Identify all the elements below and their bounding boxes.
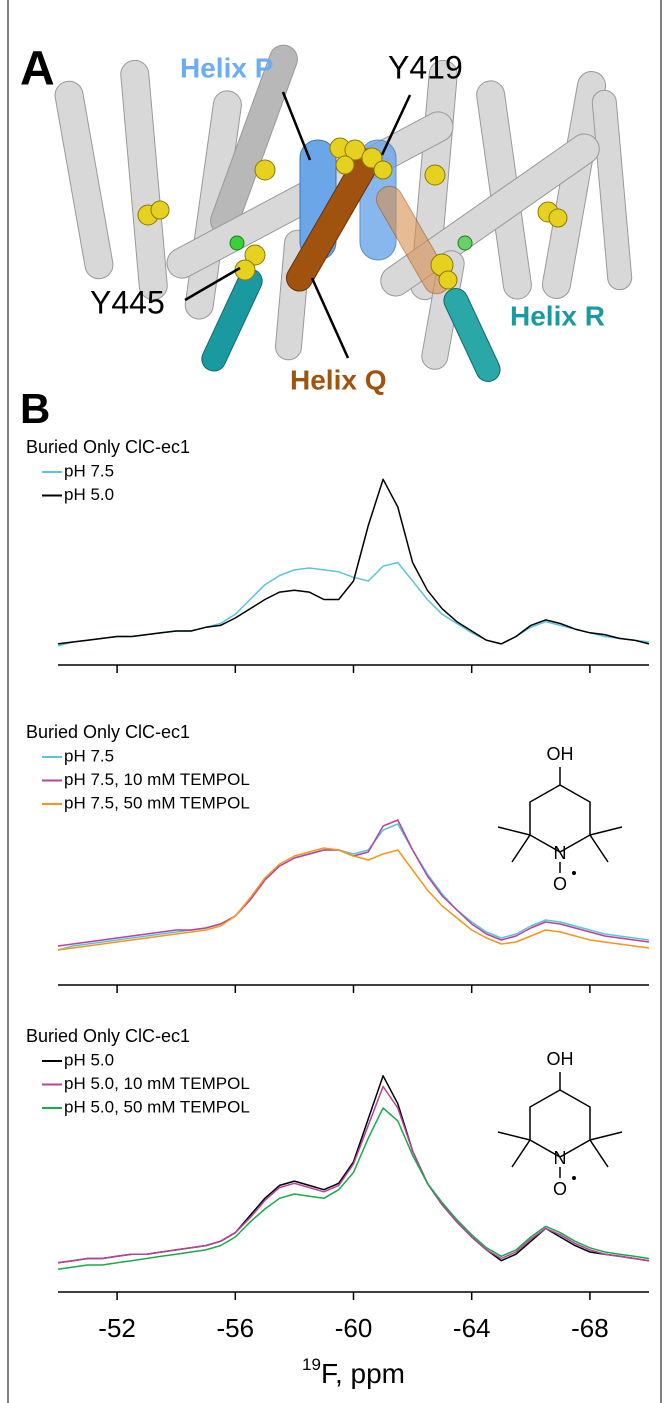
spectrum-line xyxy=(57,1107,650,1271)
legend-label: pH 5.0 xyxy=(64,485,114,504)
legend-label: pH 7.5, 50 mM TEMPOL xyxy=(64,793,250,812)
panel-label: A xyxy=(20,43,55,96)
legend-label: pH 5.0 xyxy=(64,1050,114,1069)
spectrum-line xyxy=(57,823,650,951)
atom-label: O xyxy=(553,874,567,894)
legend-label: pH 5.0, 10 mM TEMPOL xyxy=(64,1074,250,1093)
label: Y419 xyxy=(388,49,463,85)
protein-structure xyxy=(54,44,633,382)
chart-title: Buried Only ClC-ec1 xyxy=(26,722,190,742)
x-tick-label: -60 xyxy=(335,1313,373,1343)
tempol: OH N O xyxy=(497,744,623,894)
atom-label: OH xyxy=(547,744,574,764)
x-axis-label: 19F, ppm xyxy=(302,1355,405,1389)
arrows xyxy=(184,91,412,359)
atom-label: OH xyxy=(547,1049,574,1069)
label: Helix Q xyxy=(290,364,386,395)
legend-label: pH 5.0, 50 mM TEMPOL xyxy=(64,1097,250,1116)
x-tick-label: -64 xyxy=(453,1313,491,1343)
spectrum-line xyxy=(57,478,650,645)
chart-title: Buried Only ClC-ec1 xyxy=(26,1026,190,1046)
chart-title: Buried Only ClC-ec1 xyxy=(26,437,190,457)
x-tick-label: -68 xyxy=(571,1313,609,1343)
label: Helix P xyxy=(180,52,273,83)
label: Y445 xyxy=(90,284,165,320)
atom-label: N xyxy=(554,843,567,863)
panel-label: B xyxy=(20,385,50,432)
x-tick-label: -56 xyxy=(217,1313,255,1343)
legend-label: pH 7.5 xyxy=(64,746,114,765)
spectrum-line xyxy=(57,847,650,951)
spectrum-line xyxy=(57,1085,650,1264)
atom-label: N xyxy=(554,1148,567,1168)
x-tick-label: -52 xyxy=(98,1313,136,1343)
legend-label: pH 7.5 xyxy=(64,461,114,480)
legend-label: pH 7.5, 10 mM TEMPOL xyxy=(64,770,250,789)
label: Helix R xyxy=(510,300,605,331)
spectrum-line xyxy=(57,561,650,647)
tempol: OH N O xyxy=(497,1049,623,1199)
atom-label: O xyxy=(553,1179,567,1199)
x-axis-label-sup: 19 xyxy=(302,1355,321,1374)
x-axis-label-text: F, ppm xyxy=(321,1358,405,1389)
